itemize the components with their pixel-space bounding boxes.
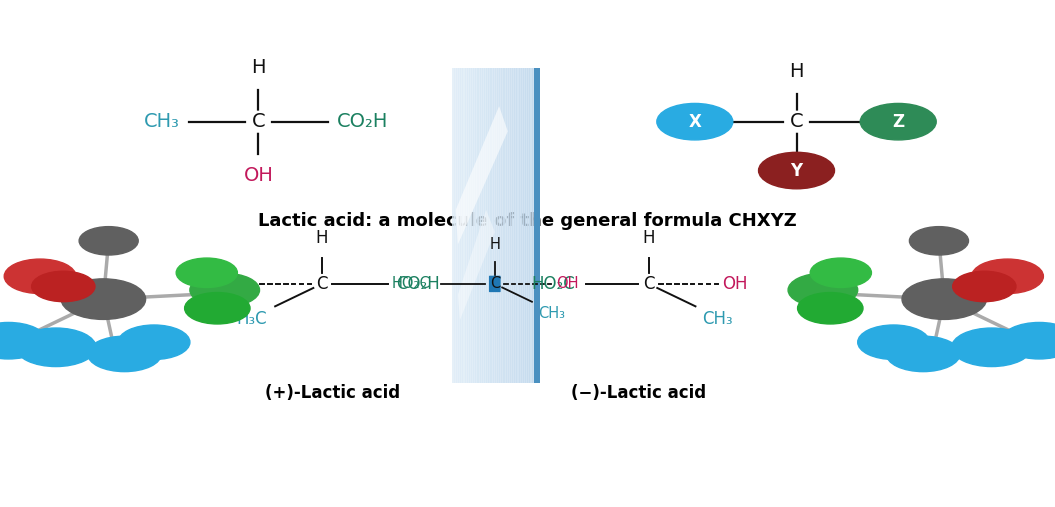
Circle shape xyxy=(902,279,986,319)
FancyBboxPatch shape xyxy=(452,68,455,383)
Text: H₃C: H₃C xyxy=(236,310,267,329)
Text: H: H xyxy=(251,58,266,77)
Circle shape xyxy=(953,271,1016,302)
FancyBboxPatch shape xyxy=(476,68,479,383)
FancyBboxPatch shape xyxy=(528,68,531,383)
FancyBboxPatch shape xyxy=(471,68,475,383)
Circle shape xyxy=(176,258,237,287)
Circle shape xyxy=(0,322,46,359)
FancyBboxPatch shape xyxy=(482,68,485,383)
FancyBboxPatch shape xyxy=(466,68,469,383)
FancyBboxPatch shape xyxy=(468,68,472,383)
FancyBboxPatch shape xyxy=(519,68,522,383)
Text: C: C xyxy=(490,276,500,292)
FancyBboxPatch shape xyxy=(478,68,481,383)
FancyBboxPatch shape xyxy=(521,68,524,383)
FancyBboxPatch shape xyxy=(493,68,496,383)
FancyBboxPatch shape xyxy=(462,68,465,383)
Polygon shape xyxy=(456,106,507,244)
Text: HO: HO xyxy=(217,275,243,293)
FancyBboxPatch shape xyxy=(503,68,506,383)
Circle shape xyxy=(79,227,138,255)
FancyBboxPatch shape xyxy=(512,68,515,383)
FancyBboxPatch shape xyxy=(460,68,463,383)
Text: C: C xyxy=(252,112,265,131)
Circle shape xyxy=(1001,322,1055,359)
Text: CO₂H: CO₂H xyxy=(337,112,388,131)
FancyBboxPatch shape xyxy=(501,68,504,383)
Polygon shape xyxy=(458,210,495,320)
Text: (−)-Lactic acid: (−)-Lactic acid xyxy=(571,384,706,402)
Text: H: H xyxy=(789,62,804,81)
Text: C: C xyxy=(644,275,654,293)
FancyBboxPatch shape xyxy=(480,68,483,383)
Text: Lactic acid: a molecule of the general formula CHXYZ: Lactic acid: a molecule of the general f… xyxy=(258,211,797,230)
FancyBboxPatch shape xyxy=(525,68,529,383)
FancyBboxPatch shape xyxy=(530,68,533,383)
FancyBboxPatch shape xyxy=(523,68,526,383)
Circle shape xyxy=(88,336,161,372)
FancyBboxPatch shape xyxy=(497,68,500,383)
Circle shape xyxy=(190,273,260,307)
Circle shape xyxy=(788,273,858,307)
FancyBboxPatch shape xyxy=(488,68,492,383)
Circle shape xyxy=(886,336,960,372)
Circle shape xyxy=(860,103,936,140)
FancyBboxPatch shape xyxy=(514,68,517,383)
FancyBboxPatch shape xyxy=(473,68,477,383)
Text: X: X xyxy=(688,113,702,131)
Circle shape xyxy=(118,325,190,359)
Text: HO₂C: HO₂C xyxy=(532,275,575,293)
Circle shape xyxy=(185,293,250,324)
Circle shape xyxy=(16,328,96,367)
Circle shape xyxy=(858,325,929,359)
Text: CH₃: CH₃ xyxy=(702,310,732,329)
FancyBboxPatch shape xyxy=(517,68,520,383)
Text: CH₃: CH₃ xyxy=(538,306,565,321)
Text: C: C xyxy=(316,275,327,293)
Text: CH₃: CH₃ xyxy=(145,112,180,131)
Text: CO₂H: CO₂H xyxy=(396,275,440,293)
Text: OH: OH xyxy=(244,166,273,185)
FancyBboxPatch shape xyxy=(505,68,509,383)
Circle shape xyxy=(32,271,95,302)
Circle shape xyxy=(61,279,146,319)
Text: Y: Y xyxy=(790,162,803,179)
FancyBboxPatch shape xyxy=(507,68,511,383)
Text: H: H xyxy=(490,237,500,252)
Text: H: H xyxy=(315,229,328,247)
Circle shape xyxy=(657,103,733,140)
Text: Z: Z xyxy=(893,113,904,131)
Text: OH: OH xyxy=(723,275,748,293)
Text: H: H xyxy=(642,229,655,247)
FancyBboxPatch shape xyxy=(484,68,487,383)
Text: C: C xyxy=(790,112,803,131)
FancyBboxPatch shape xyxy=(454,68,457,383)
Circle shape xyxy=(4,259,76,294)
FancyBboxPatch shape xyxy=(495,68,498,383)
FancyBboxPatch shape xyxy=(499,68,502,383)
FancyBboxPatch shape xyxy=(510,68,513,383)
FancyBboxPatch shape xyxy=(464,68,467,383)
Circle shape xyxy=(952,328,1032,367)
FancyBboxPatch shape xyxy=(534,68,540,383)
Circle shape xyxy=(972,259,1043,294)
Circle shape xyxy=(759,152,835,189)
Text: (+)-Lactic acid: (+)-Lactic acid xyxy=(265,384,400,402)
FancyBboxPatch shape xyxy=(486,68,490,383)
Circle shape xyxy=(909,227,968,255)
FancyBboxPatch shape xyxy=(532,68,535,383)
Circle shape xyxy=(798,293,863,324)
Text: HO₂C: HO₂C xyxy=(392,276,430,292)
FancyBboxPatch shape xyxy=(458,68,461,383)
FancyBboxPatch shape xyxy=(491,68,494,383)
FancyBboxPatch shape xyxy=(536,68,539,383)
Text: OH: OH xyxy=(556,276,579,292)
Circle shape xyxy=(810,258,871,287)
FancyBboxPatch shape xyxy=(534,68,537,383)
FancyBboxPatch shape xyxy=(456,68,459,383)
